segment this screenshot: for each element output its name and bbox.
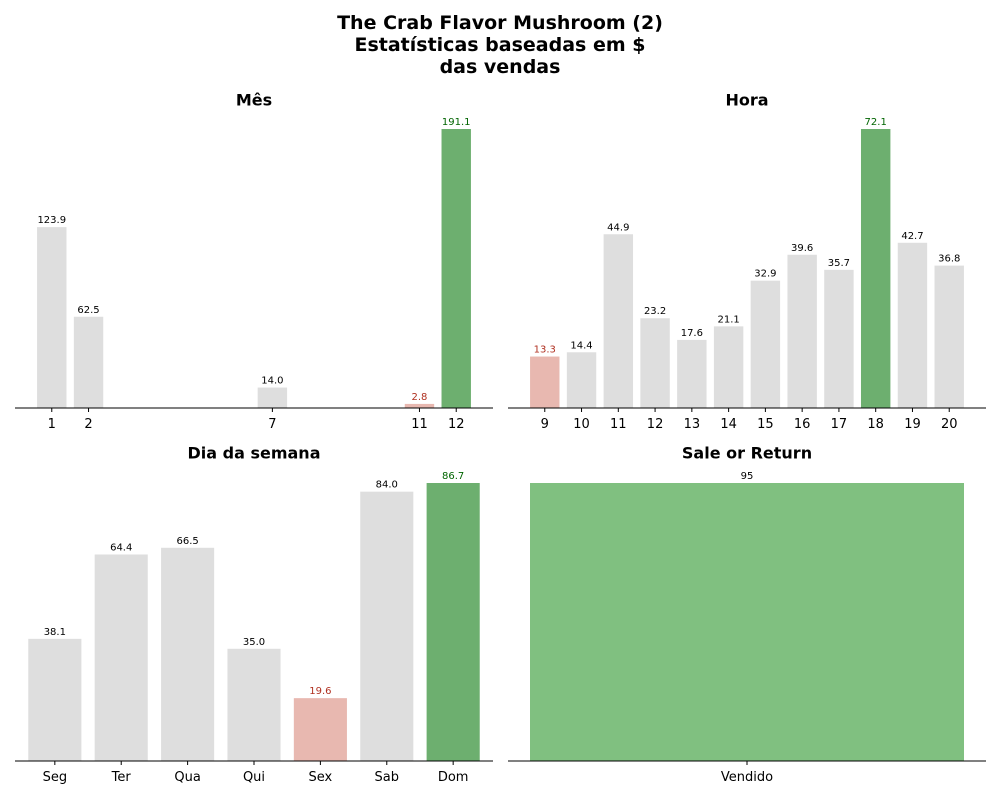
bar xyxy=(28,638,82,761)
bar xyxy=(897,242,928,408)
x-tick-label: 12 xyxy=(647,417,664,432)
bar xyxy=(640,318,670,408)
bar-value-label: 32.9 xyxy=(754,269,776,280)
bar-value-label: 62.5 xyxy=(77,305,99,316)
x-tick-label: 16 xyxy=(794,417,811,432)
bar-value-label: 123.9 xyxy=(37,215,66,226)
bar-value-label: 44.9 xyxy=(607,222,629,233)
chart-title: Sale or Return xyxy=(682,444,812,463)
x-tick-label: Qua xyxy=(174,770,200,785)
bar xyxy=(530,483,964,761)
bar-value-label: 2.8 xyxy=(412,392,428,403)
chart-title: Mês xyxy=(236,91,272,110)
bar-value-label: 191.1 xyxy=(442,117,471,128)
bar xyxy=(426,483,480,761)
bar xyxy=(227,648,281,761)
bar-value-label: 84.0 xyxy=(376,480,398,491)
bar xyxy=(530,356,560,408)
bar xyxy=(360,491,414,761)
x-tick-label: Vendido xyxy=(721,770,773,785)
bar-value-label: 23.2 xyxy=(644,306,666,317)
bar-value-label: 86.7 xyxy=(442,471,464,482)
bar xyxy=(824,269,854,408)
bar xyxy=(441,129,471,408)
bar xyxy=(566,352,597,408)
bar xyxy=(603,234,634,408)
x-tick-label: 9 xyxy=(541,417,549,432)
bar xyxy=(257,387,288,408)
bar-value-label: 21.1 xyxy=(717,314,739,325)
x-tick-label: 15 xyxy=(757,417,774,432)
x-tick-label: 17 xyxy=(831,417,848,432)
bar xyxy=(677,339,707,408)
chart-panel-sale-or-return: Sale or Return 95 Vendido xyxy=(508,444,986,785)
bar xyxy=(73,316,104,408)
chart-panel-weekday: Dia da semana 38.1 Seg 64.4 Ter 66.5 Qua 35.0 Qu… xyxy=(15,444,493,785)
figure-title: The Crab Flavor Mushroom (2) Estatística… xyxy=(0,12,1000,78)
x-tick-label: 14 xyxy=(720,417,737,432)
chart-title: Dia da semana xyxy=(188,444,321,463)
x-tick-label: Dom xyxy=(438,770,469,785)
bar xyxy=(161,547,215,761)
x-tick-label: Sex xyxy=(309,770,333,785)
x-tick-label: Ter xyxy=(111,770,132,785)
bar-value-label: 13.3 xyxy=(534,345,556,356)
bar xyxy=(293,698,347,761)
bar-value-label: 35.7 xyxy=(828,258,850,269)
bar-value-label: 14.0 xyxy=(261,376,283,387)
bar xyxy=(94,554,148,761)
bar xyxy=(750,280,781,408)
bar xyxy=(404,403,435,408)
bar xyxy=(713,326,744,408)
bar-value-label: 39.6 xyxy=(791,243,813,254)
figure-title-line-1: The Crab Flavor Mushroom (2) xyxy=(337,12,663,34)
bar-value-label: 38.1 xyxy=(44,627,66,638)
x-tick-label: 7 xyxy=(268,417,276,432)
chart-panel-month: Mês 123.9 1 62.5 2 14.0 7 2.8 11 191.1 12 xyxy=(15,91,493,432)
x-tick-label: 10 xyxy=(573,417,590,432)
bar xyxy=(934,265,964,408)
bar-value-label: 19.6 xyxy=(309,686,331,697)
bar-value-label: 95 xyxy=(741,471,754,482)
chart-title: Hora xyxy=(725,91,768,110)
x-tick-label: 11 xyxy=(610,417,627,432)
bar-value-label: 17.6 xyxy=(681,328,703,339)
x-tick-label: 12 xyxy=(448,417,465,432)
x-tick-label: 11 xyxy=(411,417,428,432)
x-tick-label: Qui xyxy=(243,770,265,785)
x-tick-label: 20 xyxy=(941,417,958,432)
x-tick-label: Sab xyxy=(375,770,399,785)
bar xyxy=(787,254,817,408)
x-tick-label: 2 xyxy=(84,417,92,432)
bar xyxy=(860,129,891,408)
chart-panel-hour: Hora 13.3 9 14.4 10 44.9 11 23.2 12 17.6 13 21.1 14 3… xyxy=(508,91,986,432)
x-tick-label: 19 xyxy=(904,417,921,432)
bar xyxy=(37,227,67,408)
bar-value-label: 14.4 xyxy=(570,340,592,351)
x-tick-label: 18 xyxy=(867,417,884,432)
figure-title-line-2: Estatísticas baseadas em $ xyxy=(354,34,646,56)
bar-value-label: 66.5 xyxy=(176,536,198,547)
bar-value-label: 36.8 xyxy=(938,254,960,265)
x-tick-label: 13 xyxy=(684,417,701,432)
x-tick-label: Seg xyxy=(43,770,68,785)
x-tick-label: 1 xyxy=(48,417,56,432)
figure-title-line-3: das vendas xyxy=(439,56,561,78)
bar-value-label: 64.4 xyxy=(110,543,132,554)
bar-value-label: 42.7 xyxy=(901,231,923,242)
bar-value-label: 35.0 xyxy=(243,637,265,648)
bar-value-label: 72.1 xyxy=(865,117,887,128)
